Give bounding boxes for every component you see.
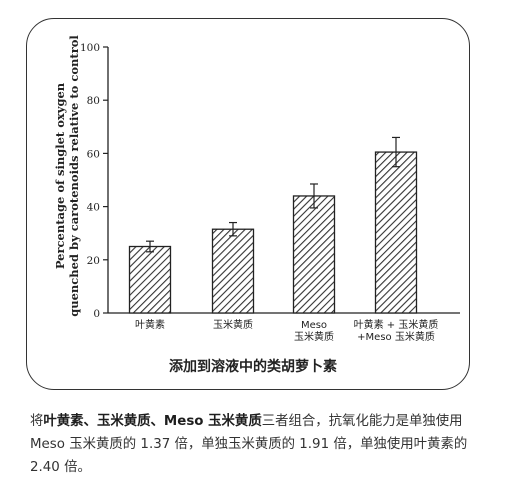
category-label-4-line-1: 叶黄素 + 玉米黄质 [354,318,439,331]
bar-3 [292,195,336,314]
x-axis-label: 添加到溶液中的类胡萝卜素 [169,358,337,375]
y-tick-label-20: 20 [87,255,100,267]
category-label-4-line-2: +Meso 玉米黄质 [357,330,435,343]
y-axis-label-line-2: quenched by carotenoids relative to cont… [67,35,81,317]
bar-1 [128,245,172,314]
y-tick-label-80: 80 [87,95,100,107]
caption-bold: 叶黄素、玉米黄质、Meso 玉米黄质 [43,414,262,429]
category-label-3-line-1: Meso [301,320,327,331]
y-tick-label-0: 0 [93,308,100,320]
category-label-2-line-1: 玉米黄质 [213,318,253,331]
figure-caption: 将叶黄素、玉米黄质、Meso 玉米黄质三者组合，抗氧化能力是单独使用 Meso … [30,410,480,479]
caption-prefix: 将 [30,414,44,429]
y-tick-label-100: 100 [80,42,100,54]
y-tick-label-60: 60 [87,148,100,160]
bar-4 [374,151,418,314]
bar-2 [211,228,255,314]
y-axis-label-line-1: Percentage of singlet oxygen [53,82,67,269]
category-label-3-line-2: 玉米黄质 [294,330,334,343]
y-tick-label-40: 40 [87,202,100,214]
category-label-1-line-1: 叶黄素 [135,318,165,331]
caption-rest: 三者组合，抗氧化能力是单独使用 Meso 玉米黄质的 1.37 倍，单独玉米黄质… [30,414,468,475]
